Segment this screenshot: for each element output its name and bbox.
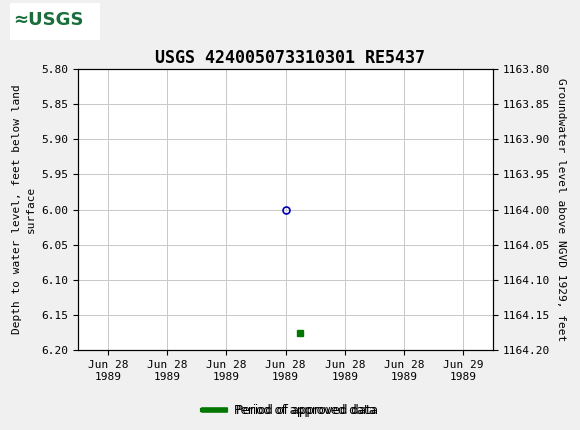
Text: ≈USGS: ≈USGS (13, 11, 84, 29)
Legend: Period of approved data: Period of approved data (199, 399, 381, 422)
Y-axis label: Groundwater level above NGVD 1929, feet: Groundwater level above NGVD 1929, feet (556, 78, 566, 341)
Text: USGS 424005073310301 RE5437: USGS 424005073310301 RE5437 (155, 49, 425, 67)
Y-axis label: Depth to water level, feet below land
surface: Depth to water level, feet below land su… (12, 85, 36, 335)
Legend: Period of approved data: Period of approved data (198, 399, 382, 422)
Bar (10, 3, 100, 40)
